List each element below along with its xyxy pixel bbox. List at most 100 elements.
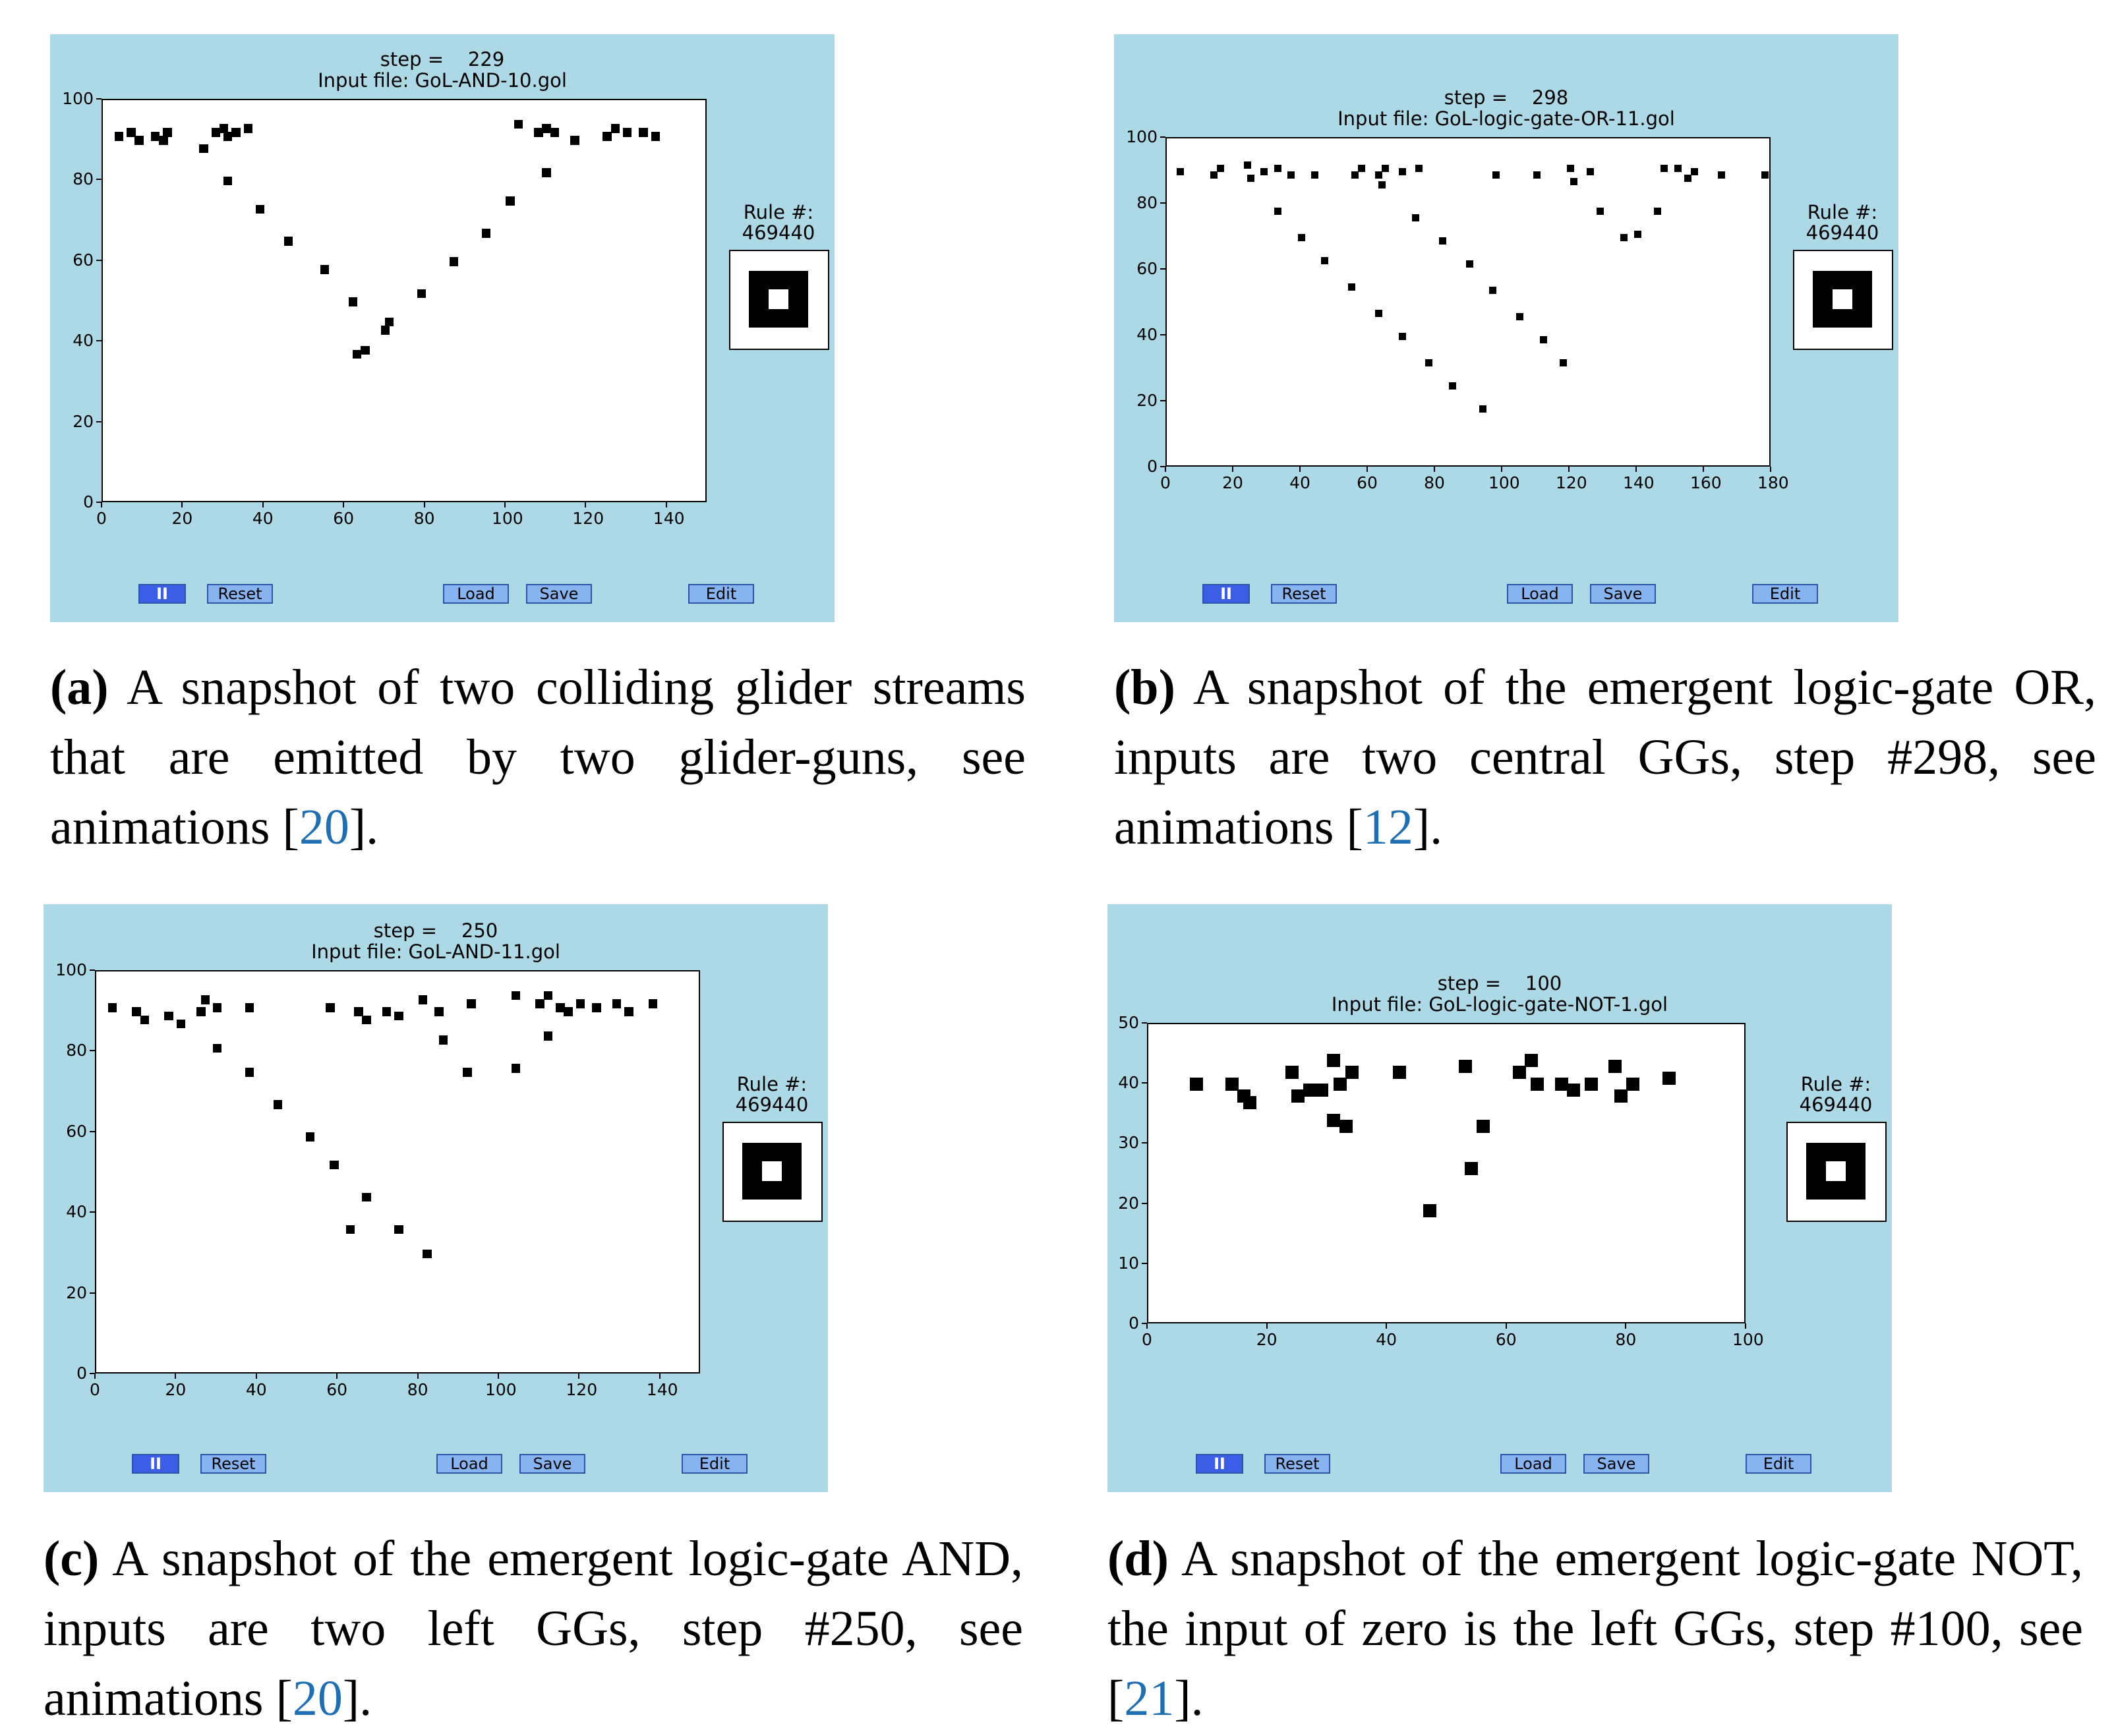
rule-preview: [1786, 1122, 1887, 1222]
live-cell: [1691, 167, 1699, 175]
live-cell: [1516, 312, 1523, 320]
x-tick-label: 40: [245, 1380, 267, 1399]
caption-d: (d) A snapshot of the emergent logic-gat…: [1107, 1531, 2083, 1726]
x-tick-mark: [1568, 467, 1570, 472]
live-cell: [511, 1064, 521, 1073]
pause-button[interactable]: II: [138, 584, 186, 604]
live-cell: [1260, 167, 1268, 175]
x-tick-mark: [1434, 467, 1435, 472]
live-cell: [1378, 181, 1386, 188]
grid-plot: [1165, 137, 1771, 467]
y-tick-mark: [90, 969, 95, 971]
load-button[interactable]: Load: [443, 584, 509, 604]
y-tick-label: 40: [1136, 325, 1158, 344]
save-button[interactable]: Save: [526, 584, 592, 604]
live-cell: [1533, 171, 1541, 179]
reset-button[interactable]: Reset: [1271, 584, 1337, 604]
x-tick-mark: [417, 1374, 419, 1379]
live-cell: [423, 1249, 432, 1259]
live-cell: [543, 991, 553, 1000]
x-tick-label: 0: [90, 1380, 100, 1399]
x-tick-label: 180: [1757, 473, 1789, 492]
load-button[interactable]: Load: [436, 1454, 502, 1474]
y-tick-label: 0: [1129, 1314, 1139, 1333]
x-tick-mark: [262, 502, 264, 507]
pause-button[interactable]: II: [1202, 584, 1250, 604]
live-cell: [245, 1003, 254, 1012]
x-tick-mark: [336, 1374, 338, 1379]
reset-button[interactable]: Reset: [1264, 1454, 1330, 1474]
load-button[interactable]: Load: [1507, 584, 1573, 604]
rule-preview: [1793, 250, 1893, 350]
x-tick-label: 140: [1623, 473, 1655, 492]
step-readout: step = 250: [373, 919, 498, 942]
pause-button[interactable]: II: [132, 1454, 179, 1474]
x-tick-label: 120: [1556, 473, 1587, 492]
edit-button[interactable]: Edit: [682, 1454, 748, 1474]
x-tick-label: 0: [96, 509, 107, 528]
live-cell: [624, 1007, 633, 1016]
y-tick-label: 30: [1118, 1133, 1139, 1153]
caption-c: (c) A snapshot of the emergent logic-gat…: [44, 1531, 1023, 1726]
y-tick-label: 80: [73, 169, 94, 189]
live-cell: [1633, 230, 1641, 238]
live-cell: [648, 999, 658, 1008]
y-tick-label: 40: [1118, 1073, 1139, 1093]
edit-button[interactable]: Edit: [1746, 1454, 1811, 1474]
live-cell: [305, 1132, 315, 1142]
save-button[interactable]: Save: [1583, 1454, 1649, 1474]
live-cell: [212, 1043, 222, 1053]
x-tick-label: 60: [326, 1380, 348, 1399]
citation-link[interactable]: 20: [299, 799, 349, 855]
x-tick-label: 0: [1160, 473, 1171, 492]
live-cell: [418, 995, 428, 1004]
grid-plot: [95, 970, 700, 1374]
live-cell: [1274, 164, 1281, 172]
grid-plot: [102, 99, 707, 502]
live-cell: [1597, 207, 1604, 215]
live-cell: [163, 128, 172, 137]
live-cell: [380, 326, 390, 335]
live-cell: [326, 1003, 335, 1012]
live-cell: [1587, 167, 1595, 175]
y-tick-mark: [90, 1130, 95, 1132]
live-cell: [1374, 171, 1382, 179]
citation-link[interactable]: 21: [1124, 1671, 1175, 1726]
live-cell: [1297, 233, 1305, 241]
y-tick-label: 0: [1147, 457, 1158, 476]
x-tick-mark: [504, 502, 506, 507]
live-cell: [639, 128, 648, 137]
load-button[interactable]: Load: [1500, 1454, 1566, 1474]
live-cell: [1465, 260, 1473, 268]
live-cell: [1425, 359, 1433, 366]
live-cell: [534, 128, 543, 137]
y-tick-label: 60: [66, 1121, 87, 1141]
x-tick-mark: [1367, 467, 1368, 472]
caption-a: (a) A snapshot of two colliding glider s…: [50, 660, 1026, 855]
reset-button[interactable]: Reset: [200, 1454, 266, 1474]
live-cell: [196, 1007, 206, 1016]
x-tick-label: 20: [1256, 1330, 1278, 1349]
live-cell: [1560, 359, 1568, 366]
y-tick-label: 100: [62, 89, 94, 108]
live-cell: [140, 1015, 150, 1025]
live-cell: [1674, 164, 1682, 172]
citation-link[interactable]: 12: [1363, 799, 1413, 855]
save-button[interactable]: Save: [519, 1454, 585, 1474]
x-tick-mark: [1703, 467, 1704, 472]
x-tick-label: 40: [1289, 473, 1310, 492]
save-button[interactable]: Save: [1590, 584, 1656, 604]
edit-button[interactable]: Edit: [688, 584, 754, 604]
pause-button[interactable]: II: [1196, 1454, 1243, 1474]
live-cell: [1684, 174, 1691, 182]
edit-button[interactable]: Edit: [1752, 584, 1818, 604]
x-tick-mark: [1505, 1323, 1507, 1329]
x-tick-label: 100: [1732, 1330, 1764, 1349]
live-cell: [592, 1003, 601, 1012]
reset-button[interactable]: Reset: [207, 584, 273, 604]
citation-link[interactable]: 20: [292, 1671, 343, 1726]
live-cell: [345, 1225, 355, 1234]
live-cell: [176, 1019, 186, 1029]
x-tick-mark: [1386, 1323, 1388, 1329]
live-cell: [542, 168, 551, 177]
